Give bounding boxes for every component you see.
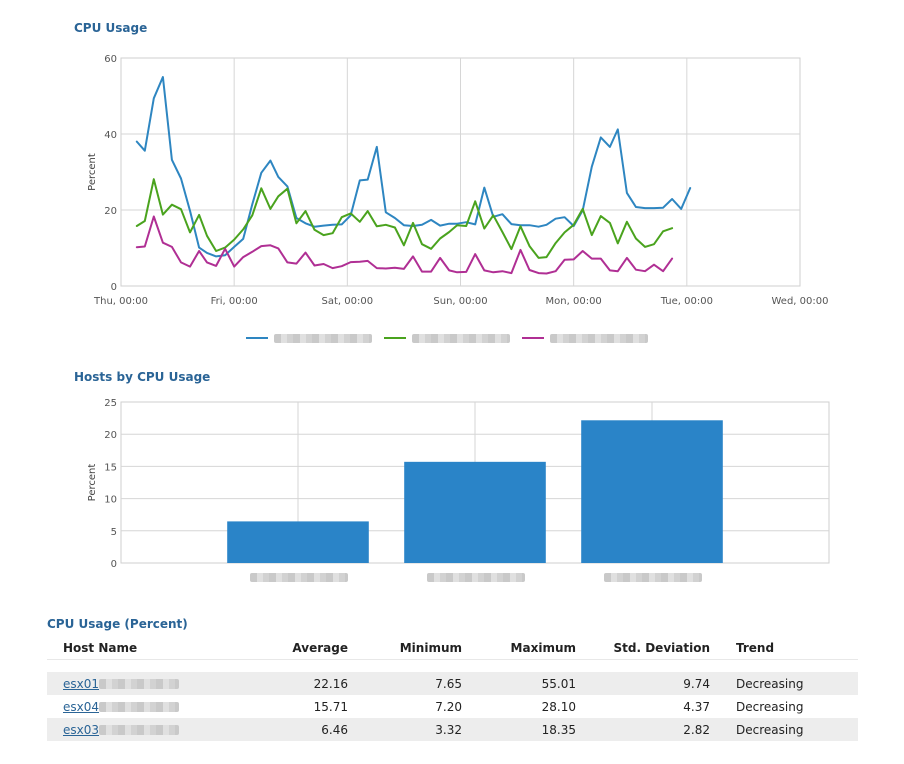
legend-swatch-2: [384, 337, 406, 339]
bar: [581, 420, 723, 563]
y-tick-label: 20: [104, 206, 117, 217]
series-line-3: [135, 215, 674, 275]
host-suffix-redacted: [99, 702, 180, 712]
x-tick-label: Sat, 00:00: [322, 296, 374, 307]
cpu-usage-table: Host Name Average Minimum Maximum Std. D…: [47, 637, 858, 741]
y-tick-label: 0: [111, 559, 117, 570]
legend-item-1: [246, 332, 372, 344]
x-tick-label: Fri, 00:00: [211, 296, 258, 307]
std-dev-cell: 4.37: [683, 699, 710, 714]
bar-label-redacted-3: [604, 573, 702, 582]
host-cell: esx04: [47, 695, 258, 718]
y-tick-label: 25: [104, 398, 117, 409]
col-std-deviation: Std. Deviation: [586, 637, 720, 660]
table-row: esx01 22.16 7.65 55.01 9.74 Decreasing: [47, 672, 858, 695]
table-row: esx04 15.71 7.20 28.10 4.37 Decreasing: [47, 695, 858, 718]
y-tick-label: 40: [104, 130, 117, 141]
average-cell: 6.46: [258, 718, 358, 741]
series-line-2: [135, 178, 674, 259]
average-cell: 22.16: [258, 672, 358, 695]
col-maximum: Maximum: [472, 637, 586, 660]
host-suffix-redacted: [99, 679, 180, 689]
y-tick-label: 5: [111, 527, 117, 538]
series-line-1: [135, 76, 692, 258]
host-suffix-redacted: [99, 725, 180, 735]
trend-cell: Decreasing: [736, 699, 804, 714]
std-dev-cell: 2.82: [586, 718, 720, 741]
legend-item-2: [384, 332, 510, 344]
bar-label-redacted-1: [250, 573, 348, 582]
y-tick-label: 10: [104, 495, 117, 506]
legend-label-redacted-1: [274, 333, 372, 343]
legend-label-redacted-2: [412, 333, 510, 343]
legend-swatch-3: [522, 337, 544, 339]
cpu-table-title: CPU Usage (Percent): [47, 617, 188, 631]
y-tick-label: 15: [104, 462, 117, 473]
table-row: esx03 6.46 3.32 18.35 2.82 Decreasing: [47, 718, 858, 741]
x-tick-label: Wed, 00:00: [772, 296, 829, 307]
host-link[interactable]: esx04: [63, 699, 100, 714]
hosts-bar-chart: 0 5 10 15 20 25 Percent: [87, 398, 830, 570]
y-axis-label: Percent: [87, 153, 98, 191]
col-trend: Trend: [720, 637, 858, 660]
maximum-cell: 18.35: [472, 718, 586, 741]
host-link[interactable]: esx03: [63, 722, 100, 737]
std-dev-cell: 9.74: [586, 672, 720, 695]
col-average: Average: [258, 637, 358, 660]
x-tick-label: Mon, 00:00: [546, 296, 602, 307]
average-cell: 15.71: [313, 699, 348, 714]
minimum-cell: 3.32: [358, 718, 472, 741]
trend-cell: Decreasing: [720, 672, 858, 695]
x-tick-label: Sun, 00:00: [433, 296, 487, 307]
trend-cell: Decreasing: [720, 718, 858, 741]
maximum-cell: 55.01: [472, 672, 586, 695]
legend-label-redacted-3: [550, 333, 648, 343]
bar: [227, 521, 369, 563]
host-cell: esx03: [47, 718, 258, 741]
bar-label-redacted-2: [427, 573, 525, 582]
hosts-by-cpu-title: Hosts by CPU Usage: [74, 370, 211, 384]
legend-swatch-1: [246, 337, 268, 339]
legend-item-3: [522, 332, 648, 344]
bar: [404, 461, 546, 563]
minimum-cell: 7.20: [435, 699, 462, 714]
col-host-name: Host Name: [47, 637, 258, 660]
table-header-row: Host Name Average Minimum Maximum Std. D…: [47, 637, 858, 660]
x-tick-label: Tue, 00:00: [660, 296, 713, 307]
y-tick-label: 60: [104, 54, 117, 65]
maximum-cell: 28.10: [541, 699, 576, 714]
host-link[interactable]: esx01: [63, 676, 100, 691]
host-cell: esx01: [47, 672, 258, 695]
cpu-usage-line-chart: Thu, 00:00 Fri, 00:00 Sat, 00:00 Sun, 00:00…: [87, 54, 829, 307]
y-axis-label: Percent: [87, 464, 98, 502]
cpu-usage-title: CPU Usage: [74, 21, 148, 35]
col-minimum: Minimum: [358, 637, 472, 660]
y-tick-label: 0: [111, 282, 117, 293]
x-tick-label: Thu, 00:00: [93, 296, 148, 307]
y-tick-label: 20: [104, 430, 117, 441]
minimum-cell: 7.65: [358, 672, 472, 695]
